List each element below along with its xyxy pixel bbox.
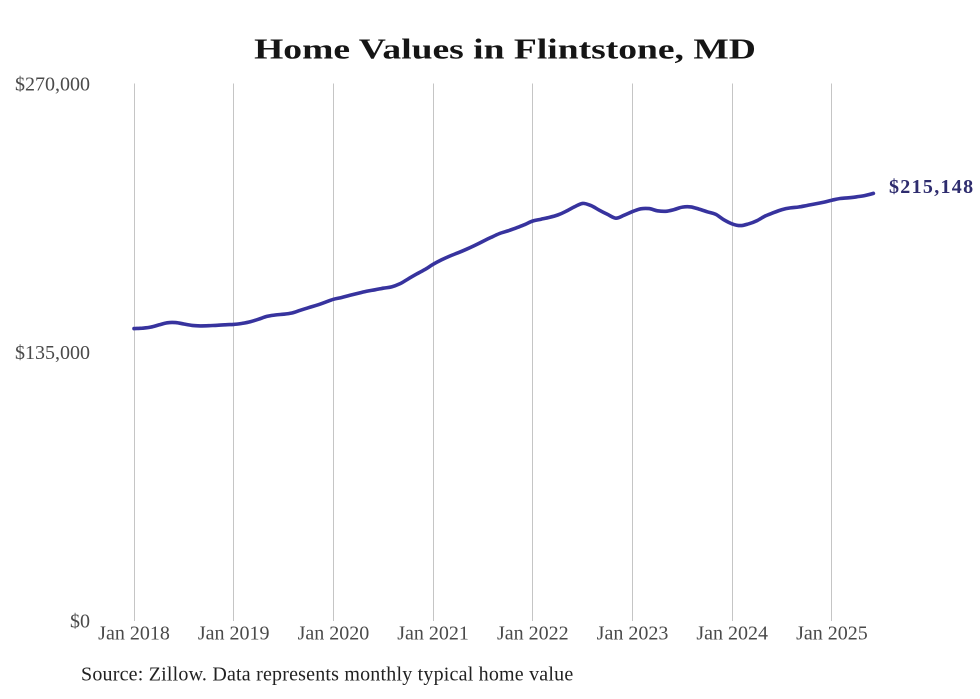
svg-text:Jan 2022: Jan 2022: [497, 623, 569, 645]
svg-text:Jan 2025: Jan 2025: [796, 623, 868, 645]
svg-text:Jan 2024: Jan 2024: [696, 623, 768, 645]
svg-text:$135,000: $135,000: [15, 342, 90, 364]
svg-text:Jan 2020: Jan 2020: [298, 623, 370, 645]
svg-text:Jan 2023: Jan 2023: [597, 623, 669, 645]
svg-text:$215,148: $215,148: [889, 176, 974, 198]
svg-text:Source: Zillow. Data represent: Source: Zillow. Data represents monthly …: [81, 664, 573, 686]
svg-text:Jan 2021: Jan 2021: [397, 623, 469, 645]
svg-text:Jan 2018: Jan 2018: [98, 623, 170, 645]
svg-text:$270,000: $270,000: [15, 74, 90, 96]
svg-text:Jan 2019: Jan 2019: [198, 623, 270, 645]
svg-text:Home Values in Flintstone, MD: Home Values in Flintstone, MD: [254, 33, 756, 65]
svg-text:$0: $0: [70, 611, 90, 633]
